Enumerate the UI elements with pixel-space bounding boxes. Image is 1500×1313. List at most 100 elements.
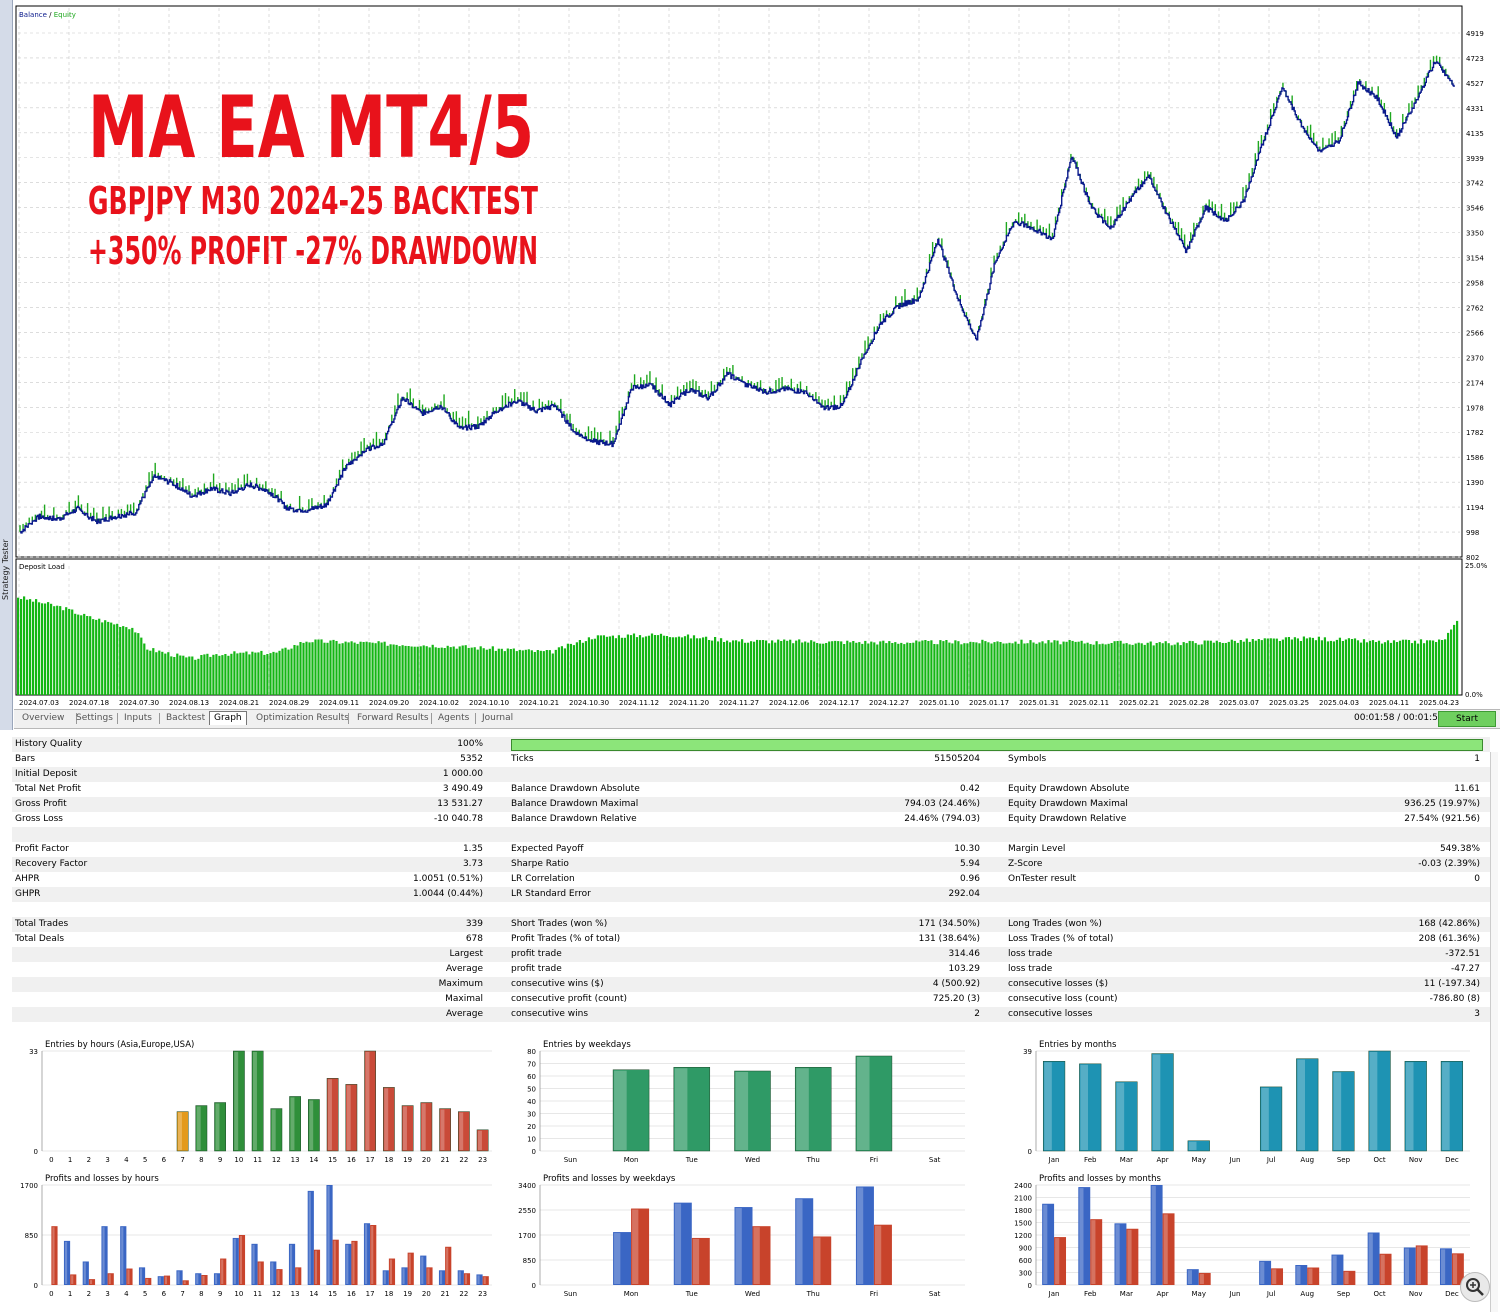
mini-x-tick: 15 [328,1290,337,1298]
report-scrollbar[interactable] [1490,752,1498,1312]
profit-bar [326,1185,333,1285]
mini-x-tick: Nov [1409,1156,1423,1164]
deposit-load-bar [494,650,497,695]
bar-highlight [102,1227,105,1284]
mini-x-tick: Sat [929,1290,941,1298]
deposit-load-bar [317,639,320,695]
deposit-load-bar [750,641,753,695]
mini-y-tick: 900 [1019,1245,1032,1253]
mini-y-tick: 20 [527,1123,536,1131]
deposit-load-bar [1104,644,1107,695]
deposit-load-bar [807,642,810,695]
profit-bar [101,1226,108,1285]
report-label: Expected Payoff [511,844,584,854]
tab-optimization-results[interactable]: Optimization Results [256,713,349,723]
report-label: Sharpe Ratio [511,859,569,869]
balance-equity-chart[interactable]: 4919 4723 4527 4331 4135 3939 3742 3546 3350 3154… [14,0,1500,708]
bar-highlight [1333,1072,1342,1150]
start-button[interactable]: Start [1438,711,1496,727]
deposit-load-bar [446,645,449,695]
deposit-load-bar [864,640,867,695]
mini-y-tick: 10 [527,1136,536,1144]
tab-journal[interactable]: Journal [482,713,514,723]
report-label: consecutive profit (count) [511,994,627,1004]
deposit-load-bar [194,659,197,695]
deposit-load-bar [816,643,819,695]
deposit-load-bar [461,645,464,695]
tab-settings[interactable]: Settings [76,713,113,723]
mini-x-tick: 23 [478,1156,487,1164]
strategy-tester-side-panel[interactable]: Strategy Tester [0,0,13,730]
tab-overview[interactable]: Overview [22,713,65,723]
deposit-load-bar [1429,640,1432,695]
deposit-load-bar [1194,643,1197,695]
deposit-load-bar [876,644,879,695]
deposit-load-bar [77,614,80,695]
profit-bar [307,1190,314,1285]
profit-bar [363,1223,371,1285]
loss-bar [351,1240,358,1285]
bar-highlight [1369,1052,1378,1150]
mini-x-tick: 18 [384,1290,393,1298]
deposit-load-bar [768,643,771,695]
bar-highlight [753,1227,760,1284]
bar-highlight [1332,1255,1337,1284]
y-tick-label: 4331 [1466,105,1484,113]
mini-x-tick: 16 [347,1156,356,1164]
deposit-load-bar [831,641,834,695]
profit-bar [401,1267,408,1285]
deposit-load-bar [89,616,92,695]
deposit-load-bar [347,642,350,695]
tab-agents[interactable]: Agents [438,713,470,723]
x-date-label: 2024.12.27 [869,699,909,707]
deposit-load-bar [870,641,873,695]
bar-highlight [1296,1266,1301,1284]
entries-bar [1042,1061,1066,1152]
deposit-load-bar [903,644,906,695]
deposit-load-bar [605,636,608,695]
deposit-load-bar [662,635,666,695]
mini-x-tick: 7 [180,1290,184,1298]
report-label: Long Trades (won %) [1008,919,1102,929]
mini-y-tick: 39 [1023,1048,1032,1056]
deposit-load-bar [1368,640,1372,695]
bar-highlight [178,1112,182,1150]
tab-graph[interactable]: Graph [209,711,247,725]
bar-highlight [71,1275,74,1284]
y-tick-label: 4135 [1466,130,1484,138]
bar-highlight [464,1274,468,1284]
tab-forward-results[interactable]: Forward Results [357,713,429,723]
report-value: 27.54% (921.56) [1404,814,1480,824]
tab-inputs[interactable]: Inputs [124,713,152,723]
bar-highlight [458,1271,461,1284]
balance-plot-frame [15,5,1463,558]
deposit-load-bar [915,640,918,695]
deposit-load-bar [590,639,593,695]
loss-bar [813,1236,832,1285]
bar-highlight [271,1262,274,1284]
deposit-load-bar [449,647,452,695]
mini-x-tick: 18 [384,1156,393,1164]
deposit-load-bar [1011,643,1014,695]
y-tick-label: 2958 [1466,280,1484,288]
deposit-load-bar [59,606,62,695]
report-value: 725.20 (3) [932,994,980,1004]
report-value: 678 [465,934,483,944]
tab-backtest[interactable]: Backtest [166,713,206,723]
deposit-load-bar [1248,641,1251,695]
deposit-load-bar [497,648,500,695]
entries-bar [476,1129,489,1152]
report-label: consecutive loss (count) [1008,994,1118,1004]
report-value: 794.03 (24.46%) [904,799,980,809]
x-date-label: 2024.07.03 [19,699,59,707]
mini-y-tick: 600 [1019,1257,1032,1265]
mini-x-tick: 10 [234,1290,243,1298]
deposit-load-bar [263,654,266,695]
deposit-load-bar [1221,643,1224,695]
deposit-load-bar [50,603,53,695]
zoom-icon[interactable] [1460,1272,1490,1302]
deposit-load-bar [1098,644,1101,695]
deposit-load-bar [834,640,837,695]
deposit-load-bar [134,632,137,695]
deposit-load-bar [1056,640,1059,695]
